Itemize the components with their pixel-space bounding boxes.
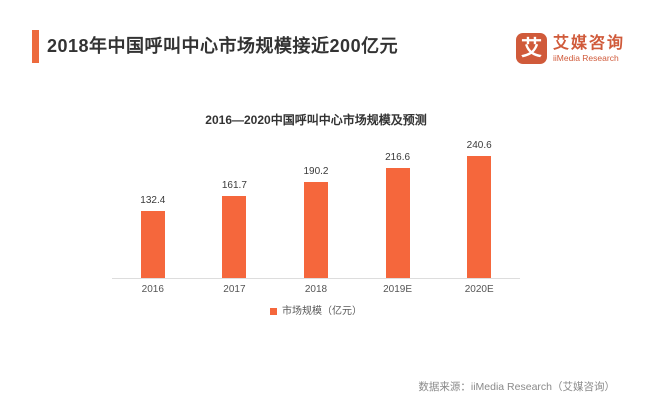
chart-legend: 市场规模（亿元） [112,306,520,317]
chart-plot-area: 132.4 161.7 190.2 216.6 240.6 [112,131,520,279]
bar-slot-2018: 190.2 [275,166,357,278]
iimedia-logo-icon: 艾 [516,33,547,64]
bar-value-label: 132.4 [140,195,166,206]
x-axis-label-2017: 2017 [223,284,246,295]
bar-value-label: 240.6 [466,140,492,151]
bar-2019E [385,168,410,278]
title-accent-bar [32,30,39,63]
logo-name-cn: 艾媒咨询 [553,34,626,52]
x-axis-label-2019E: 2019E [383,284,413,295]
page-title: 2018年中国呼叫中心市场规模接近200亿元 [47,36,399,56]
x-axis-label-2020E: 2020E [464,284,494,295]
bar-chart: 2016—2020中国呼叫中心市场规模及预测 132.4 161.7 190.2 21… [112,114,520,317]
bar-slot-2020E: 240.6 [438,140,520,278]
x-axis-label-2018: 2018 [304,284,328,295]
bar-2017 [222,196,247,278]
logo-icon-glyph: 艾 [521,37,542,60]
bar-slot-2017: 161.7 [194,180,276,278]
data-source-note: 数据来源：iiMedia Research（艾媒咨询） [418,381,615,393]
bar-slot-2016: 132.4 [112,195,194,278]
bar-value-label: 216.6 [385,152,411,163]
brand-logo: 艾 艾媒咨询 iiMedia Research [516,33,625,64]
chart-title: 2016—2020中国呼叫中心市场规模及预测 [205,113,427,127]
logo-text: 艾媒咨询 iiMedia Research [553,35,625,63]
bar-2016 [140,211,165,278]
legend-swatch [270,308,277,315]
bar-2020E [467,156,492,278]
legend-label: 市场规模（亿元） [282,306,362,317]
logo-name-en: iiMedia Research [553,52,619,63]
bar-slot-2019E: 216.6 [357,152,439,278]
bar-value-label: 190.2 [303,166,329,177]
bar-value-label: 161.7 [221,180,247,191]
x-axis-labels: 2016 2017 2018 2019E 2020E [112,284,520,296]
x-axis-label-2016: 2016 [141,284,164,295]
bar-2018 [303,182,328,278]
